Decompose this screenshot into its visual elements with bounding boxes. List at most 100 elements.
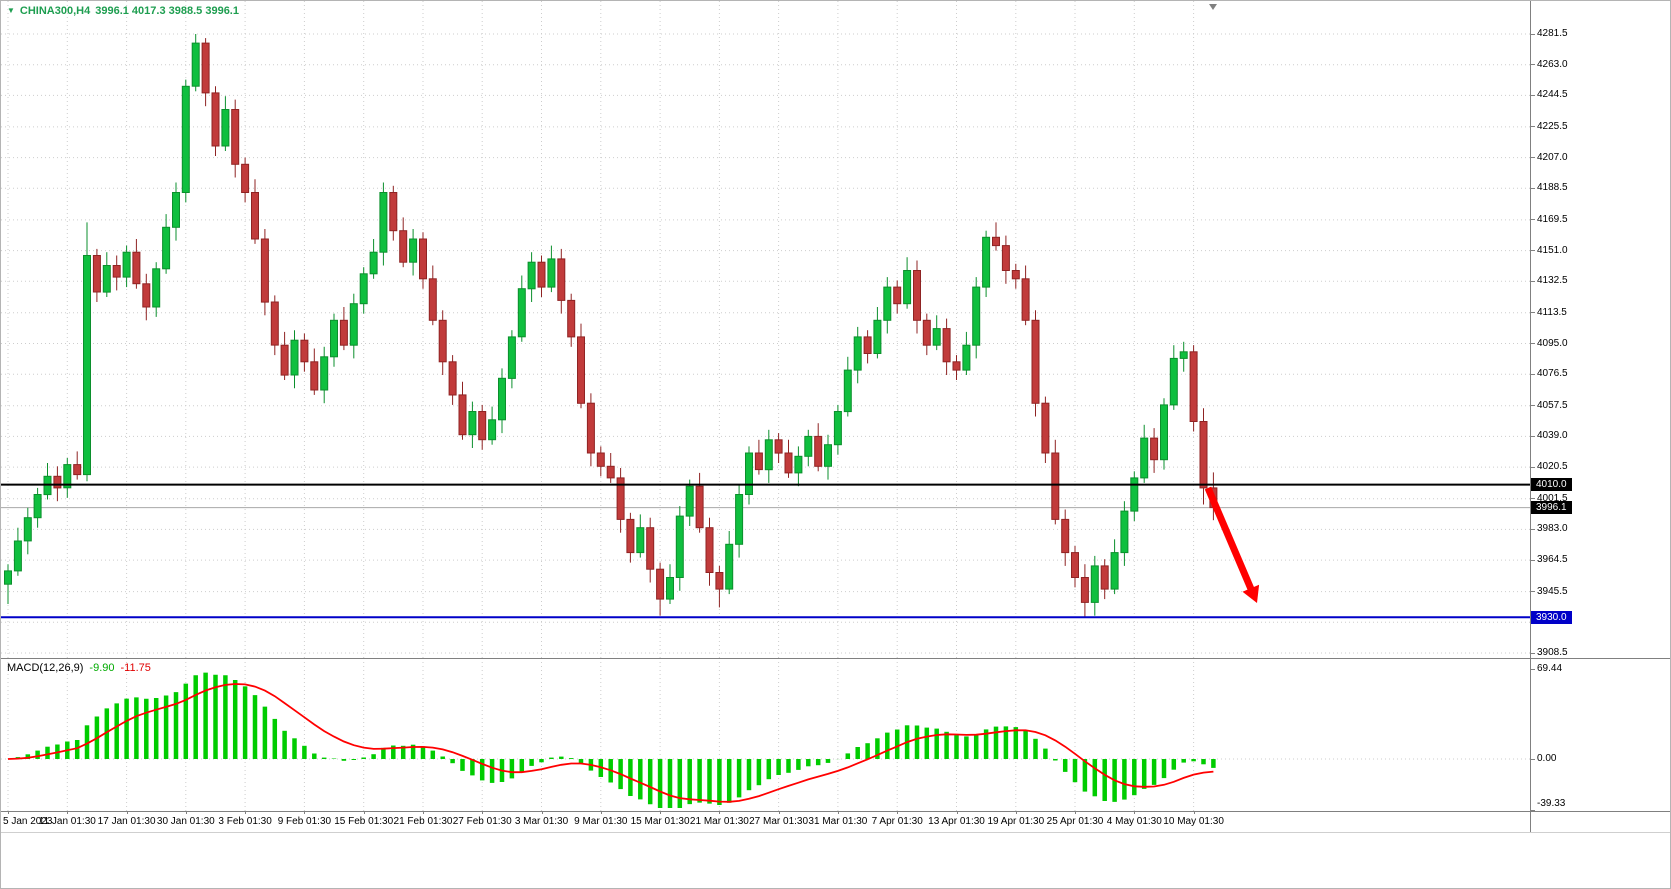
chart-title: ▼ CHINA300,H4 3996.1 4017.3 3988.5 3996.…	[7, 5, 239, 17]
price-axis-label: 4263.0	[1537, 58, 1568, 70]
price-axis-tick	[1531, 33, 1535, 35]
time-axis-label: 15 Mar 01:30	[630, 816, 690, 827]
time-axis-label: 17 Jan 01:30	[97, 816, 156, 827]
price-axis-label: 4001.5	[1537, 492, 1568, 504]
time-axis-tick	[837, 811, 839, 814]
price-axis-label: 3964.5	[1537, 554, 1568, 566]
price-axis-tick	[1531, 219, 1535, 221]
price-axis-tick	[1531, 435, 1535, 437]
price-axis-tick	[1531, 312, 1535, 314]
macd-axis-tick	[1531, 810, 1535, 811]
price-axis-tick	[1531, 250, 1535, 252]
macd-signal-line	[7, 683, 1214, 803]
price-axis-label: 3945.5	[1537, 585, 1568, 597]
time-axis-tick	[541, 811, 543, 814]
macd-axis-label: 0.00	[1537, 753, 1557, 764]
price-axis-tick	[1531, 64, 1535, 66]
time-axis-tick	[956, 811, 958, 814]
price-line-badge-4010.0: 4010.0	[1531, 478, 1572, 492]
price-axis-label: 4113.5	[1537, 306, 1567, 318]
price-chart-svg[interactable]	[1, 1, 1530, 658]
price-axis-tick	[1531, 405, 1535, 407]
time-axis-label: 27 Mar 01:30	[749, 816, 809, 827]
time-axis-label: 21 Feb 01:30	[393, 816, 453, 827]
price-axis-tick	[1531, 498, 1535, 500]
price-axis-tick	[1531, 559, 1535, 561]
time-axis-label: 25 Apr 01:30	[1046, 816, 1104, 827]
price-axis-label: 4188.5	[1537, 182, 1568, 194]
macd-indicator-label: MACD(12,26,9) -9.90 -11.75	[7, 662, 151, 674]
price-axis-tick	[1531, 466, 1535, 468]
time-axis-tick	[363, 811, 365, 814]
price-axis-tick	[1531, 591, 1535, 593]
time-axis-label: 19 Apr 01:30	[987, 816, 1045, 827]
window-content-edge	[1, 832, 1670, 833]
macd-signal-value: -11.75	[120, 662, 151, 674]
time-axis-label: 10 May 01:30	[1163, 816, 1224, 827]
time-axis-label: 3 Mar 01:30	[514, 816, 569, 827]
price-axis-label: 4244.5	[1537, 89, 1568, 101]
time-axis-tick	[1193, 811, 1195, 814]
time-axis-tick	[1134, 811, 1136, 814]
price-axis-label: 4281.5	[1537, 28, 1568, 39]
candles-layer	[4, 34, 1218, 618]
time-axis-tick	[660, 811, 662, 814]
price-axis-tick	[1531, 373, 1535, 375]
price-axis-label: 4207.0	[1537, 151, 1568, 163]
price-axis[interactable]: 4281.5 4263.0 4244.5 4225.5 4207.0 4188.5 4169…	[1530, 1, 1670, 832]
time-axis-tick	[719, 811, 721, 814]
time-axis-label: 31 Mar 01:30	[808, 816, 868, 827]
time-axis-label: 15 Feb 01:30	[334, 816, 394, 827]
macd-indicator-svg[interactable]	[1, 658, 1530, 811]
time-axis-separator	[1, 811, 1670, 812]
macd-histogram	[15, 672, 1216, 808]
time-axis-tick	[423, 811, 424, 814]
price-axis-tick	[1531, 157, 1535, 159]
time-axis-label: 3 Feb 01:30	[218, 816, 272, 827]
price-axis-label: 4169.5	[1537, 213, 1568, 225]
time-axis-label: 4 May 01:30	[1106, 816, 1162, 827]
symbol-dropdown-icon[interactable]: ▼	[7, 6, 15, 15]
price-axis-tick	[1531, 652, 1535, 654]
shift-marker-icon[interactable]	[1209, 4, 1217, 10]
time-axis-tick	[304, 811, 306, 814]
price-axis-label: 4225.5	[1537, 120, 1568, 132]
price-axis-tick	[1531, 280, 1535, 282]
trend-arrow[interactable]	[1204, 486, 1260, 603]
time-axis-label: 13 Apr 01:30	[928, 816, 985, 827]
price-axis-label: 3908.5	[1537, 647, 1568, 658]
price-axis-label: 4020.5	[1537, 461, 1568, 473]
price-axis-tick	[1531, 528, 1535, 530]
macd-axis-tick	[1531, 669, 1535, 670]
price-axis-label: 4039.0	[1537, 430, 1568, 442]
time-axis-tick	[1075, 811, 1076, 814]
time-axis-tick	[1015, 811, 1017, 814]
time-axis-tick	[482, 811, 484, 814]
price-axis-label: 4151.0	[1537, 244, 1568, 256]
current-price-badge: 3996.1	[1531, 501, 1572, 515]
time-axis-label: 30 Jan 01:30	[156, 816, 215, 827]
price-axis-label: 4057.5	[1537, 399, 1568, 411]
macd-main-value: -9.90	[89, 662, 115, 674]
time-axis-label: 9 Mar 01:30	[574, 816, 628, 827]
time-axis[interactable]: 5 Jan 2023 11 Jan 01:30 17 Jan 01:30 30 Jan…	[1, 811, 1530, 832]
time-axis-label: 11 Jan 01:30	[38, 816, 96, 827]
price-axis-tick	[1531, 343, 1535, 344]
price-axis-label: 4076.5	[1537, 368, 1568, 380]
price-axis-tick	[1531, 126, 1535, 128]
time-axis-tick	[67, 811, 69, 814]
time-axis-label: 21 Mar 01:30	[689, 816, 749, 827]
time-axis-label: 9 Feb 01:30	[277, 816, 332, 827]
time-axis-tick	[8, 811, 9, 814]
time-axis-label: 5 Jan 2023	[3, 816, 53, 827]
ohlc-quote-label: 3996.1 4017.3 3988.5 3996.1	[95, 5, 239, 17]
panel-separator[interactable]	[1, 658, 1670, 659]
price-axis-label: 3983.0	[1537, 523, 1568, 535]
time-axis-tick	[126, 811, 128, 814]
time-axis-label: 27 Feb 01:30	[452, 816, 512, 827]
time-axis-tick	[185, 811, 187, 814]
symbol-timeframe-label: CHINA300,H4	[19, 5, 91, 17]
price-axis-tick	[1531, 94, 1535, 96]
time-axis-tick	[245, 811, 247, 814]
